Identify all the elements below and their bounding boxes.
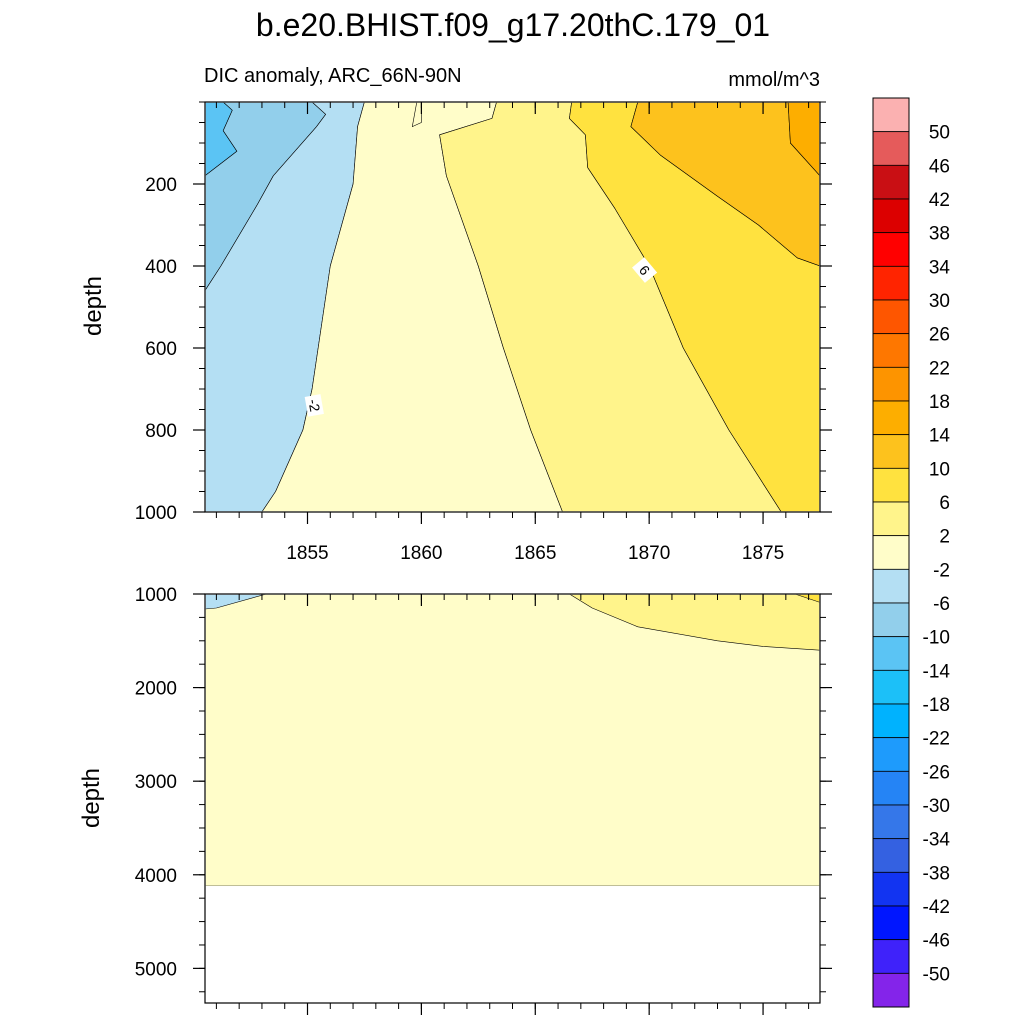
- colorbar-swatch: [872, 467, 910, 503]
- y-axis-label: depth: [80, 276, 107, 336]
- colorbar-label: -2: [933, 560, 950, 581]
- colorbar-label: 14: [929, 426, 951, 447]
- y-tick-label: 2000: [135, 679, 177, 700]
- missing-data-area: [205, 886, 820, 1003]
- lower-depth-panel: 1000 2000 3000 4000 5000 depth: [78, 585, 832, 1015]
- y-tick-label: 3000: [135, 772, 177, 793]
- colorbar-swatch: [872, 366, 910, 402]
- x-tick-label: 1855: [286, 543, 328, 564]
- contour-label: -2: [305, 398, 323, 413]
- figure-subtitle: DIC anomaly, ARC_66N-90N: [204, 65, 462, 87]
- contour-region-lower--2: [205, 594, 820, 887]
- y-tick-label: 400: [145, 257, 177, 278]
- colorbar-label: -34: [923, 830, 951, 851]
- colorbar-swatch: [872, 905, 910, 941]
- colorbar-label: 10: [929, 459, 950, 480]
- colorbar-swatch: [872, 838, 910, 873]
- colorbar-swatch: [872, 434, 910, 469]
- colorbar-label: 2: [939, 527, 950, 548]
- colorbar-label: -38: [923, 863, 950, 884]
- figure-units: mmol/m^3: [728, 69, 820, 91]
- colorbar-swatch: [872, 198, 910, 234]
- colorbar-label: 22: [929, 358, 950, 379]
- x-tick-label: 1865: [514, 543, 556, 564]
- colorbar-label: -30: [923, 796, 950, 817]
- y-tick-label: 5000: [135, 959, 177, 980]
- colorbar-label: 42: [929, 190, 950, 211]
- y-tick-label: 200: [145, 175, 177, 196]
- colorbar-swatch: [872, 972, 910, 1008]
- contour-region-upper-14: [787, 102, 820, 177]
- colorbar-swatch: [872, 131, 910, 166]
- colorbar-label: 46: [929, 156, 950, 177]
- colorbar: 50 46 42 38 34 30 26 22 18 14 10 6 2 -2 -6 -10 -14 -18 -22…: [872, 97, 951, 1008]
- y-tick-label: 1000: [135, 503, 177, 524]
- colorbar-swatch: [872, 636, 910, 671]
- colorbar-swatch: [872, 703, 910, 739]
- y-tick-label: 600: [145, 339, 177, 360]
- x-tick-label: 1870: [628, 543, 670, 564]
- y-tick-label: 4000: [135, 866, 177, 887]
- colorbar-label: 38: [929, 224, 950, 245]
- colorbar-swatch: [872, 232, 910, 267]
- colorbar-swatch: [872, 97, 910, 133]
- colorbar-swatch: [872, 669, 910, 705]
- colorbar-label: -50: [923, 964, 950, 985]
- colorbar-label: 30: [929, 291, 950, 312]
- colorbar-swatch: [872, 568, 910, 604]
- colorbar-label: 26: [929, 325, 950, 346]
- colorbar-swatch: [872, 299, 910, 335]
- contour-region-lower-6: [794, 594, 820, 603]
- colorbar-swatch: [872, 602, 910, 638]
- colorbar-swatch: [872, 265, 910, 301]
- colorbar-swatch: [872, 770, 910, 806]
- x-tick-label: 1860: [400, 543, 442, 564]
- colorbar-swatch: [872, 501, 910, 537]
- colorbar-label: -18: [923, 695, 950, 716]
- y-tick-label: 800: [145, 421, 177, 442]
- contour-region-lower--6: [205, 594, 267, 610]
- figure-title: b.e20.BHIST.f09_g17.20thC.179_01: [256, 7, 770, 43]
- colorbar-swatch: [872, 939, 910, 974]
- colorbar-swatch: [872, 871, 910, 907]
- colorbar-label: -14: [923, 661, 951, 682]
- colorbar-label: -6: [933, 594, 950, 615]
- colorbar-swatch: [872, 164, 910, 200]
- colorbar-label: -22: [923, 729, 950, 750]
- colorbar-swatch: [872, 737, 910, 772]
- colorbar-swatch: [872, 535, 910, 570]
- colorbar-label: -46: [923, 931, 950, 952]
- contour-region-lower-2: [569, 594, 820, 651]
- colorbar-label: 50: [929, 123, 950, 144]
- colorbar-label: -42: [923, 897, 950, 918]
- colorbar-label: -10: [923, 628, 950, 649]
- colorbar-swatch: [872, 333, 910, 368]
- x-tick-label: 1875: [742, 543, 784, 564]
- y-axis-label: depth: [78, 768, 105, 828]
- colorbar-label: 6: [939, 493, 950, 514]
- colorbar-label: 18: [929, 392, 950, 413]
- y-tick-label: 1000: [135, 585, 177, 606]
- colorbar-label: -26: [923, 762, 950, 783]
- colorbar-swatch: [872, 804, 910, 840]
- colorbar-label: 34: [929, 257, 951, 278]
- colorbar-swatch: [872, 400, 910, 436]
